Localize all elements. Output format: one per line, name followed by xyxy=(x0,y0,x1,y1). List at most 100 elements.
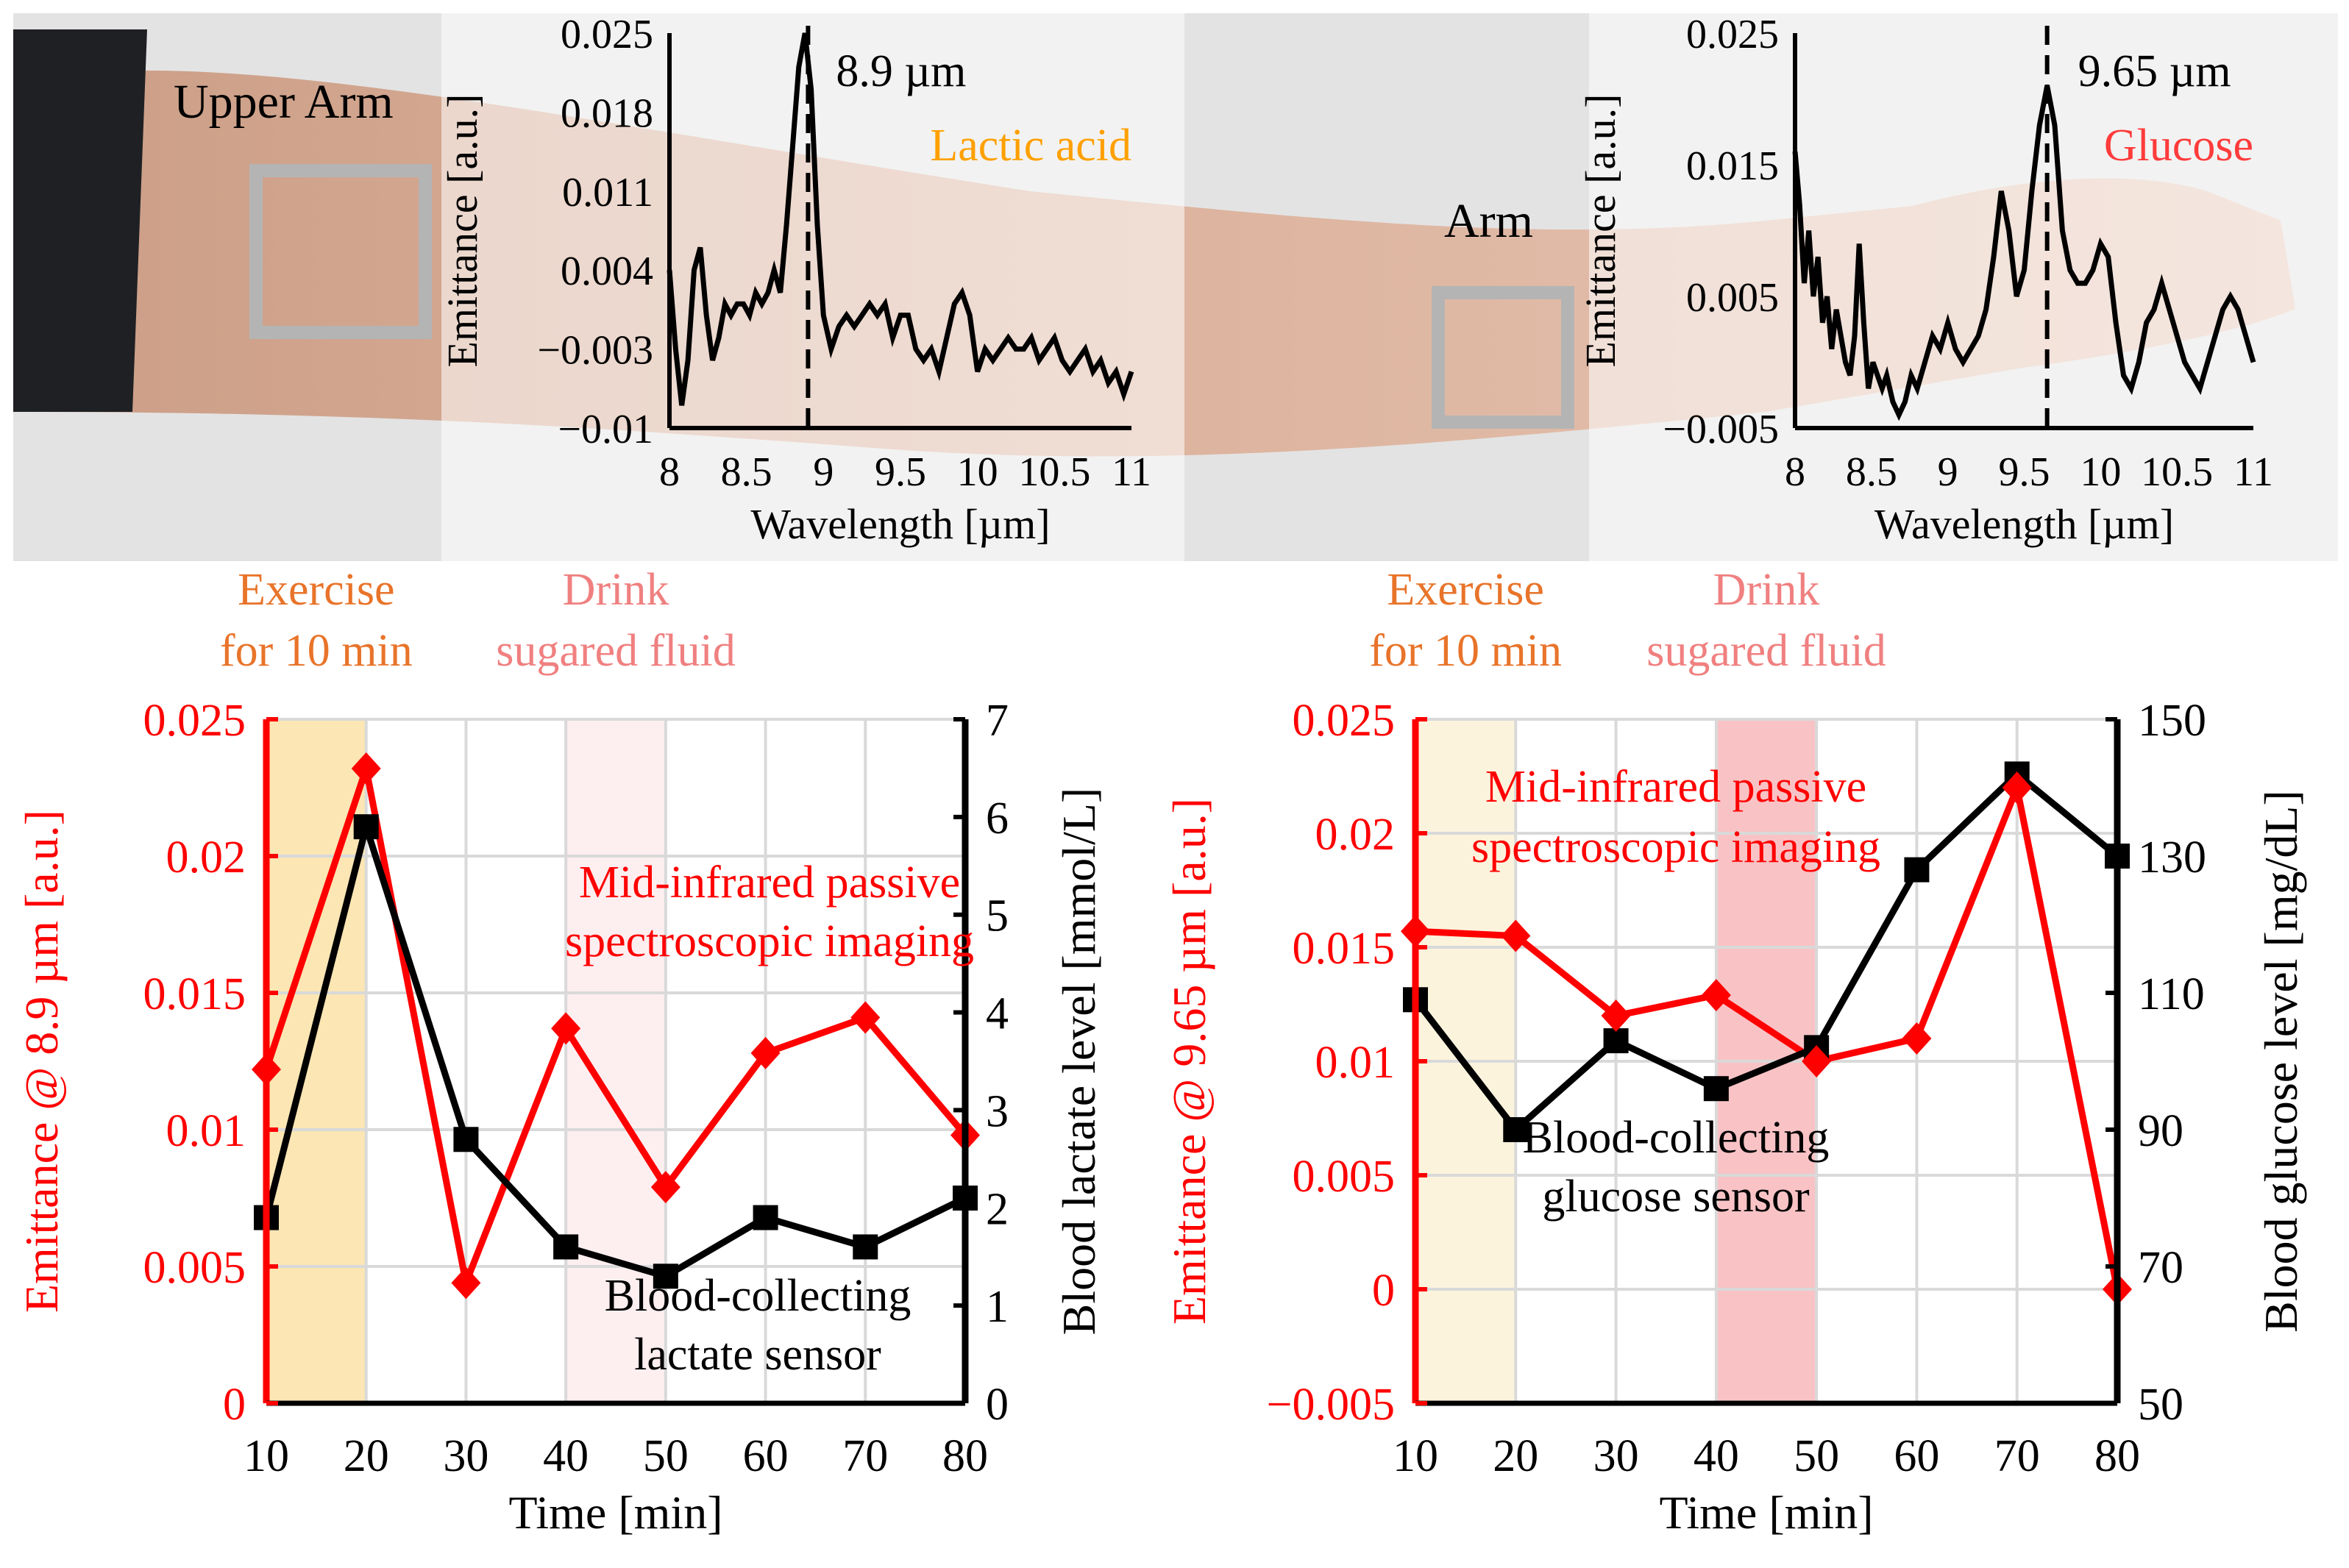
y-tick-label: 0.025 xyxy=(1686,12,1779,57)
arm-label: Arm xyxy=(1444,194,1533,248)
x-tick-label: 10 xyxy=(244,1431,289,1481)
data-point-blood-level xyxy=(1503,1117,1529,1142)
y-tick-label-left: 0 xyxy=(223,1380,246,1430)
data-point-blood-level xyxy=(1603,1028,1629,1054)
x-tick-label: 60 xyxy=(743,1431,789,1481)
data-point-emittance xyxy=(351,752,381,785)
data-point-emittance xyxy=(1601,999,1631,1032)
y-tick-label-right: 110 xyxy=(2138,969,2205,1019)
data-point-emittance xyxy=(1902,1022,1932,1055)
series-label-blood-level: lactate sensor xyxy=(634,1330,881,1380)
y-tick-label: −0.003 xyxy=(537,328,653,374)
y-axis-label-left: Emittance @ 8.9 µm [a.u.] xyxy=(15,810,68,1313)
data-point-emittance xyxy=(1501,919,1531,952)
y-tick-label-left: 0.005 xyxy=(143,1243,246,1293)
x-tick-label: 8.5 xyxy=(1846,449,1897,495)
series-label-emittance: spectroscopic imaging xyxy=(1471,822,1880,872)
band-label-drink: sugared fluid xyxy=(496,626,735,676)
data-point-emittance xyxy=(1701,979,1731,1012)
inset-chart-lactic: −0.01 −0.003 0.004 0.011 0.018 0.025 8 8.5 9 9.5 1… xyxy=(438,12,1151,548)
series-line-blood-level xyxy=(1412,769,2119,1135)
y-tick-label-left: 0.015 xyxy=(1293,924,1396,974)
y-tick-label-right: 5 xyxy=(986,891,1009,941)
y-tick-label-left: 0.025 xyxy=(1293,696,1396,746)
roi-box-arm xyxy=(1432,286,1574,429)
y-tick-label-left: 0.025 xyxy=(143,696,246,746)
analyte-label-glucose: Glucose xyxy=(2104,121,2253,171)
series-line-emittance xyxy=(263,755,968,1295)
data-point-blood-level xyxy=(1703,1076,1729,1102)
x-tick-label: 40 xyxy=(1694,1431,1739,1481)
series-label-blood-level: glucose sensor xyxy=(1542,1172,1810,1222)
x-tick-label: 9 xyxy=(813,449,834,495)
y-tick-label: 0.018 xyxy=(561,90,653,136)
x-tick-label: 9.5 xyxy=(1999,449,2050,495)
x-tick-label: 11 xyxy=(1112,449,1151,495)
x-tick-label: 30 xyxy=(443,1431,488,1481)
data-point-emittance xyxy=(1802,1045,1832,1077)
y-tick-label: 0.011 xyxy=(562,170,653,215)
y-tick-label-left: 0.005 xyxy=(1293,1152,1396,1202)
data-point-blood-level xyxy=(853,1234,878,1260)
analyte-label-lactic: Lactic acid xyxy=(930,121,1131,171)
y-tick-label-right: 150 xyxy=(2138,696,2206,746)
y-tick-label: 0.004 xyxy=(561,249,653,294)
x-tick-label: 80 xyxy=(2094,1431,2140,1481)
y-tick-label-right: 6 xyxy=(986,794,1009,844)
data-point-blood-level xyxy=(1904,857,1930,883)
inset-panel-right xyxy=(1589,13,2338,561)
y-axis-label-right: Blood glucose level [mg/dL] xyxy=(2255,790,2307,1333)
data-point-emittance xyxy=(2002,771,2032,804)
x-tick-label: 20 xyxy=(1493,1431,1538,1481)
x-tick-label: 20 xyxy=(344,1431,389,1481)
y-tick-label-left: 0.02 xyxy=(166,833,246,883)
x-tick-label: 10 xyxy=(2080,449,2121,495)
y-tick-label-right: 70 xyxy=(2138,1243,2183,1293)
data-point-emittance xyxy=(850,1001,881,1034)
y-tick-label-right: 4 xyxy=(986,989,1009,1039)
data-point-blood-level xyxy=(453,1127,479,1152)
y-tick-label-right: 50 xyxy=(2138,1380,2183,1430)
x-tick-label: 9 xyxy=(1938,449,1958,495)
x-tick-label: 50 xyxy=(1794,1431,1839,1481)
y-tick-label-right: 2 xyxy=(986,1184,1009,1234)
series-label-emittance: Mid-infrared passive xyxy=(579,858,960,908)
x-axis-label: Wavelength [µm] xyxy=(1874,500,2174,548)
y-tick-label-left: −0.005 xyxy=(1267,1380,1395,1430)
inset-chart-glucose: −0.005 0.005 0.015 0.025 8 8.5 9 9.5 10 10.5 11 9.… xyxy=(1577,12,2273,548)
data-point-emittance xyxy=(551,1012,581,1045)
x-tick-label: 70 xyxy=(1994,1431,2040,1481)
series-label-blood-level: Blood-collecting xyxy=(1523,1113,1830,1163)
series-label-emittance: Mid-infrared passive xyxy=(1485,762,1866,812)
band-label-exercise: Exercise xyxy=(1387,565,1543,615)
y-tick-label-right: 0 xyxy=(986,1380,1009,1430)
x-tick-label: 9.5 xyxy=(875,449,926,495)
y-axis-label: Emittance [a.u.] xyxy=(1577,94,1624,368)
band-label-exercise: for 10 min xyxy=(220,626,413,676)
arm-photo: Upper Arm Arm xyxy=(13,13,2338,561)
x-tick-label: 11 xyxy=(2233,449,2273,495)
x-tick-label: 60 xyxy=(1894,1431,1939,1481)
x-axis-label: Wavelength [µm] xyxy=(750,500,1050,548)
spectrum-line-lactic xyxy=(667,32,1134,406)
band-label-exercise: for 10 min xyxy=(1369,626,1562,676)
data-point-blood-level xyxy=(753,1205,778,1230)
sleeve-shape xyxy=(13,29,147,412)
y-tick-label-left: 0.015 xyxy=(143,969,246,1019)
data-point-emittance xyxy=(650,1171,680,1204)
x-tick-label: 8 xyxy=(659,449,680,495)
y-axis-label: Emittance [a.u.] xyxy=(438,94,486,368)
band-drink xyxy=(566,719,666,1403)
data-point-blood-level xyxy=(353,814,379,840)
spectrum-line-glucose xyxy=(1792,85,2256,421)
x-tick-label: 10.5 xyxy=(1018,449,1090,495)
chart-glucose: Exercise for 10 min Drink sugared fluid −0.… xyxy=(1163,565,2307,1539)
series-label-blood-level: Blood-collecting xyxy=(605,1271,911,1321)
roi-box-upper-arm xyxy=(249,164,432,339)
y-tick-label-left: 0.01 xyxy=(166,1106,246,1156)
x-tick-label: 10 xyxy=(1393,1431,1438,1481)
y-tick-label-right: 130 xyxy=(2138,833,2206,883)
x-tick-label: 70 xyxy=(842,1431,888,1481)
x-tick-label: 80 xyxy=(942,1431,988,1481)
